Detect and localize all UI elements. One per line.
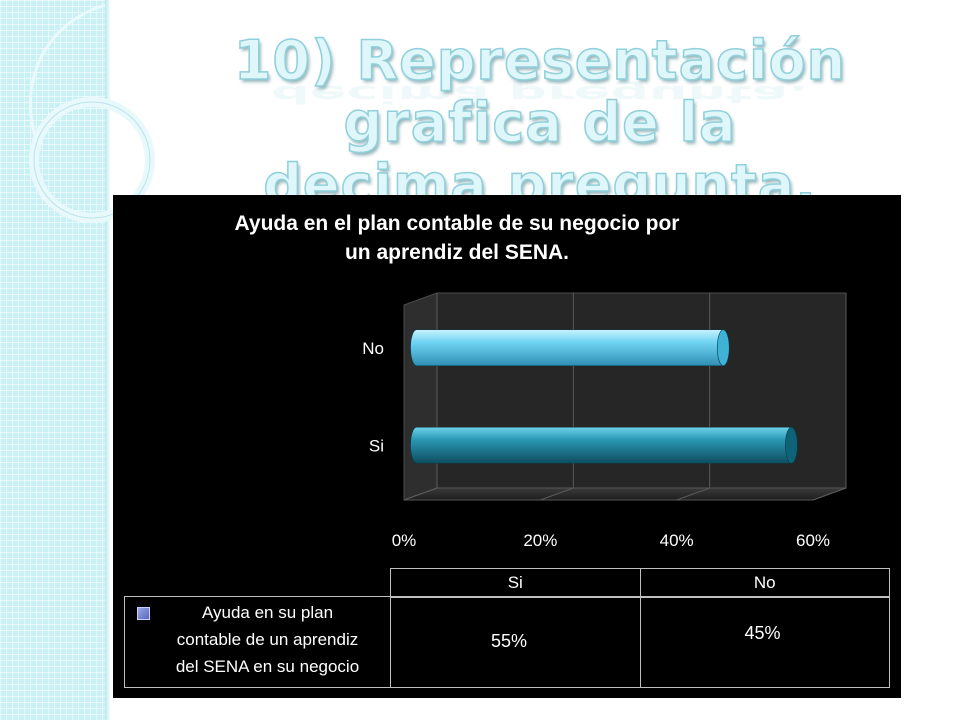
slide-title-line1: 10) Representación grafica de la [233, 29, 847, 155]
slide-title: 10) Representación grafica de la decima … [140, 29, 940, 217]
bar-cap-si [785, 426, 798, 464]
data-table-value-no: 45% [744, 623, 781, 643]
row-label-line1: Ayuda en su plan [201, 603, 334, 622]
x-tick-label: 40% [660, 531, 694, 550]
data-table-row-label: Ayuda en su plan contable de un aprendiz… [125, 597, 391, 687]
plot-floor [403, 487, 847, 501]
chart-panel: Ayuda en el plan contable de su negocio … [113, 195, 901, 698]
data-table-header: Si No [390, 568, 890, 598]
plot-area [403, 292, 847, 501]
ring-arc-top [28, 3, 106, 151]
decorative-rings [28, 3, 155, 223]
chart-title-line1: Ayuda en el plan contable de su negocio … [234, 212, 680, 235]
plot-bars [410, 329, 798, 464]
gridline-floor [676, 487, 710, 501]
x-tick-label: 60% [796, 531, 830, 550]
bar-si [410, 426, 798, 464]
row-label-line3: del SENA en su negocio [175, 657, 360, 676]
data-table-row: Ayuda en su plan contable de un aprendiz… [124, 596, 890, 688]
chart-title-line2: un aprendiz del SENA. [344, 241, 570, 264]
ring-large-outline [33, 101, 151, 219]
gridline-floor [812, 487, 847, 501]
plot-labels: 0% 20% 40% 60% Si No [362, 339, 830, 550]
plot-side-wall [403, 292, 438, 501]
data-table-cell-si: 55% [391, 597, 640, 687]
data-table-cell-no: 45% [639, 597, 890, 687]
side-strip-edge [105, 0, 111, 720]
data-table-row-label-text: Ayuda en su plan contable de un aprendiz… [145, 599, 390, 680]
x-tick-label: 0% [392, 531, 417, 550]
chart-title: Ayuda en el plan contable de su negocio … [113, 209, 751, 267]
data-table-value-si: 55% [491, 631, 528, 651]
y-category-label: No [362, 339, 384, 358]
bar-no [410, 329, 730, 367]
x-tick-label: 20% [523, 531, 557, 550]
bar-chart: 0% 20% 40% 60% Si No [362, 292, 847, 550]
data-table-header-no: No [639, 569, 890, 597]
bar-cap-no [716, 329, 730, 367]
legend-key-icon [137, 607, 150, 620]
y-category-label: Si [369, 436, 384, 455]
row-label-line2: contable de un aprendiz [176, 630, 359, 649]
gridline-floor [403, 487, 438, 501]
gridline-floor [540, 487, 574, 501]
data-table-header-si: Si [507, 573, 523, 592]
